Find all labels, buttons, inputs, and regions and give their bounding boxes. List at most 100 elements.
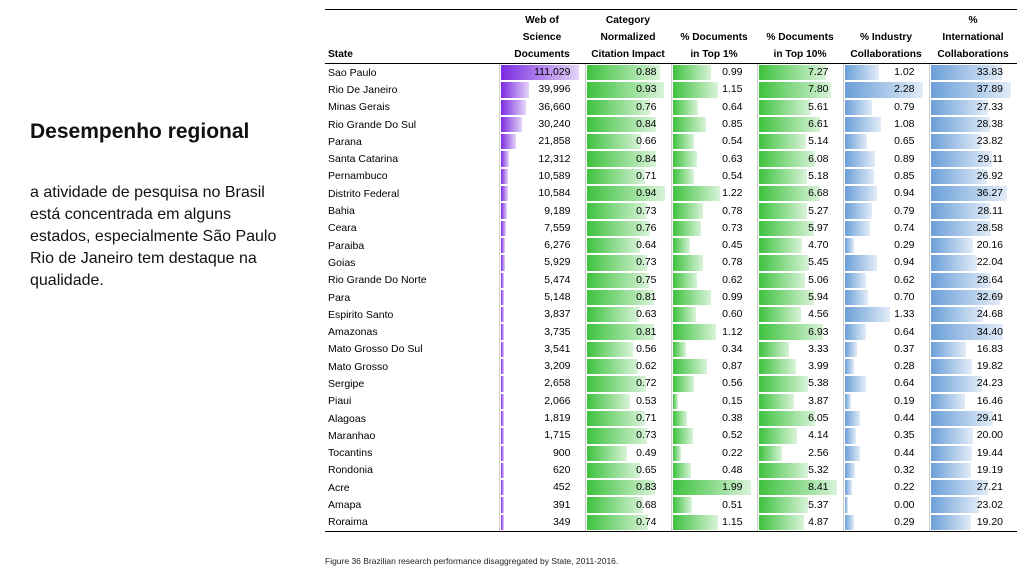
cell-state: Goias [328, 256, 356, 269]
cell-international: 32.69 [928, 288, 1017, 307]
cell-industry: 0.64 [842, 375, 929, 393]
value-top1: 0.48 [722, 463, 743, 476]
column-header-international-label: % International Collaborations [937, 15, 1009, 60]
table-row: Acre 452 0.83 1.99 8.41 0.22 27.21 [325, 479, 1017, 497]
cell-cnci: 0.84 [584, 150, 671, 168]
slide-title: Desempenho regional [30, 120, 250, 143]
cell-cnci: 0.83 [584, 479, 671, 497]
cell-top10: 5.06 [756, 271, 843, 289]
value-top1: 0.54 [722, 135, 743, 148]
data-bar-international [930, 497, 980, 513]
cell-top10: 5.37 [756, 496, 843, 514]
value-documents: 21,858 [538, 135, 571, 148]
column-header-industry-label: % Industry Collaborations [850, 32, 922, 60]
cell-international: 22.04 [928, 254, 1017, 272]
cell-documents: 21,858 [498, 133, 585, 151]
data-bar-industry [844, 480, 853, 496]
cell-state: Bahia [328, 205, 355, 218]
data-bar-top10 [758, 341, 790, 358]
value-cnci: 0.75 [636, 273, 657, 286]
cell-documents: 3,209 [498, 358, 585, 376]
data-bar-documents [500, 289, 505, 306]
data-bar-top1 [672, 307, 697, 323]
cell-industry: 0.74 [842, 219, 929, 237]
cell-industry: 0.32 [842, 461, 929, 480]
cell-state: Para [328, 291, 351, 304]
cell-top1: 0.73 [670, 219, 757, 237]
value-documents: 10,584 [538, 187, 571, 200]
value-top1: 0.85 [722, 118, 743, 131]
value-international: 26.92 [976, 169, 1003, 182]
column-header-top1: % Documents in Top 1% [671, 10, 757, 64]
data-bar-cnci [586, 186, 665, 202]
data-bar-cnci [586, 480, 656, 496]
data-bar-documents [500, 428, 504, 444]
data-bar-top10 [758, 462, 808, 479]
value-top1: 0.62 [722, 273, 743, 286]
value-top10: 5.45 [808, 256, 829, 269]
data-bar-documents [500, 203, 507, 219]
value-international: 29.41 [976, 412, 1003, 425]
data-bar-documents [500, 65, 579, 81]
data-bar-top1 [672, 186, 721, 202]
cell-documents: 452 [498, 479, 585, 497]
cell-top10: 5.38 [756, 375, 843, 393]
cell-top10: 5.94 [756, 288, 843, 307]
cell-international: 28.38 [928, 115, 1017, 134]
cell-documents: 10,584 [498, 185, 585, 203]
data-bar-top1 [672, 428, 693, 444]
cell-cnci: 0.94 [584, 185, 671, 203]
data-bar-international [930, 480, 988, 496]
column-header-industry: % Industry Collaborations [843, 10, 929, 64]
cell-international: 27.21 [928, 479, 1017, 497]
value-documents: 10,589 [538, 169, 571, 182]
cell-industry: 0.29 [842, 513, 929, 533]
table-body: Sao Paulo 111,029 0.88 0.99 7.27 1.02 33.83 Rio… [325, 63, 1017, 533]
data-bar-documents [500, 445, 504, 461]
cell-cnci: 0.72 [584, 375, 671, 393]
data-bar-top10 [758, 410, 815, 427]
cell-top1: 0.51 [670, 496, 757, 514]
cell-international: 19.82 [928, 358, 1017, 376]
value-documents: 1,819 [544, 412, 571, 425]
value-industry: 0.64 [894, 377, 915, 390]
cell-documents: 3,735 [498, 323, 585, 341]
cell-international: 16.46 [928, 392, 1017, 410]
value-documents: 39,996 [538, 83, 571, 96]
performance-table-container: State Web of Science Documents Category … [325, 9, 1017, 533]
data-bar-industry [844, 255, 877, 271]
table-row: Roraima 349 0.74 1.15 4.87 0.29 19.20 [325, 513, 1017, 533]
data-bar-cnci [586, 82, 664, 98]
cell-documents: 349 [498, 513, 585, 533]
table-row: Amapa 391 0.68 0.51 5.37 0.00 23.02 [325, 496, 1017, 514]
data-bar-international [930, 376, 982, 392]
cell-cnci: 0.75 [584, 271, 671, 289]
value-cnci: 0.93 [636, 83, 657, 96]
value-top1: 0.78 [722, 204, 743, 217]
value-cnci: 0.68 [636, 498, 657, 511]
value-documents: 111,029 [534, 66, 571, 79]
value-documents: 1,715 [544, 429, 571, 442]
value-top1: 0.22 [722, 446, 743, 459]
data-bar-international [930, 82, 1011, 98]
data-bar-documents [500, 341, 504, 358]
cell-state: Roraima [325, 513, 499, 533]
data-bar-industry [844, 514, 855, 531]
cell-international: 28.11 [928, 202, 1017, 220]
value-documents: 391 [552, 498, 571, 511]
data-bar-cnci [586, 237, 640, 254]
cell-top1: 0.34 [670, 340, 757, 359]
cell-cnci: 0.88 [584, 63, 671, 82]
state-performance-table: State Web of Science Documents Category … [325, 10, 1017, 533]
value-international: 23.82 [976, 135, 1003, 148]
value-international: 19.82 [976, 360, 1003, 373]
cell-top10: 6.93 [756, 323, 843, 341]
cell-industry: 0.37 [842, 340, 929, 359]
cell-top1: 0.99 [670, 63, 757, 82]
column-header-cnci: Category Normalized Citation Impact [585, 10, 671, 64]
cell-top10: 7.80 [756, 81, 843, 99]
value-industry: 0.79 [894, 204, 915, 217]
cell-top10: 5.32 [756, 461, 843, 480]
table-row: Santa Catarina 12,312 0.84 0.63 6.08 0.89 29.1… [325, 150, 1017, 168]
value-documents: 3,541 [544, 342, 571, 355]
